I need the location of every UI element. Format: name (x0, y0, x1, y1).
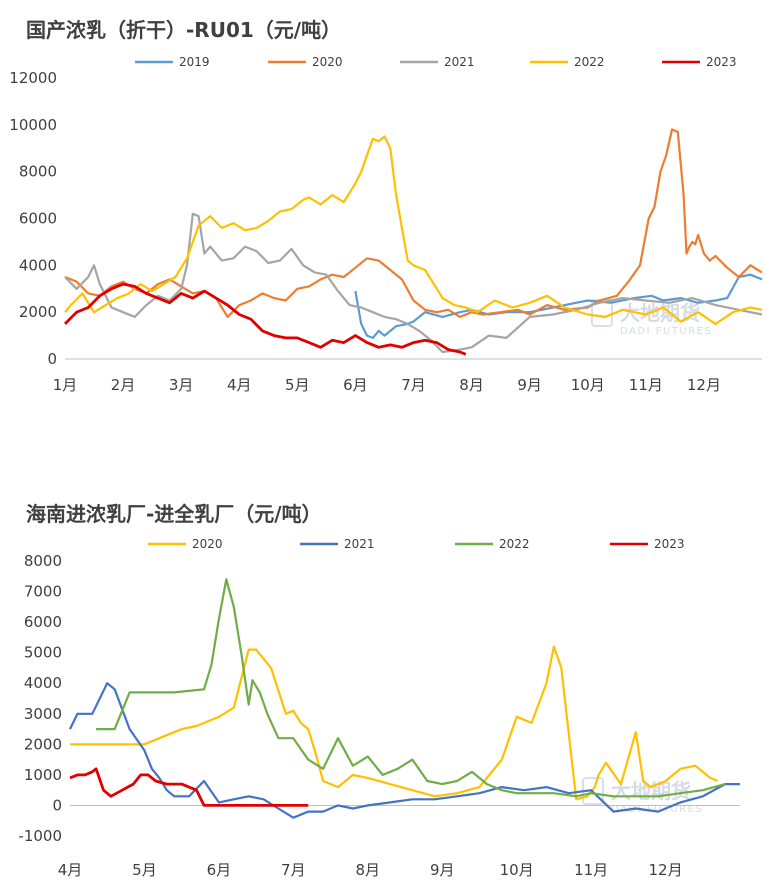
x-tick-label: 10月 (571, 376, 605, 394)
x-tick-label: 4月 (227, 376, 252, 394)
legend-label: 2022 (499, 537, 530, 551)
legend-item-2021: 2021 (300, 537, 375, 551)
series-line-2021 (64, 212, 763, 354)
legend-item-2019: 2019 (135, 55, 210, 69)
x-tick-label: 3月 (169, 376, 194, 394)
series-line-2022 (64, 135, 763, 325)
legend-label: 2020 (192, 537, 223, 551)
y-tick-label: 7000 (24, 583, 62, 601)
legend-item-2020: 2020 (148, 537, 223, 551)
y-tick-label: 4000 (19, 256, 57, 274)
series-line-2019 (354, 273, 763, 339)
legend-label: 2022 (574, 55, 605, 69)
y-tick-label: 0 (52, 796, 62, 814)
x-tick-label: 12月 (687, 376, 721, 394)
chart-title: 国产浓乳（折干）-RU01（元/吨） (26, 18, 342, 42)
x-tick-label: 7月 (401, 376, 426, 394)
legend-item-2023: 2023 (610, 537, 685, 551)
y-tick-label: 6000 (24, 613, 62, 631)
legend-label: 2023 (654, 537, 685, 551)
watermark-cn: 大地期货 (620, 301, 700, 325)
y-tick-label: 1000 (24, 766, 62, 784)
x-tick-label: 5月 (285, 376, 310, 394)
x-tick-label: 8月 (356, 861, 381, 879)
legend-item-2021: 2021 (400, 55, 475, 69)
x-tick-label: 9月 (517, 376, 542, 394)
y-tick-label: 4000 (24, 674, 62, 692)
y-tick-label: 10000 (9, 116, 57, 134)
y-tick-label: 6000 (19, 210, 57, 228)
legend-label: 2020 (312, 55, 343, 69)
series-line-2022 (96, 578, 726, 798)
x-tick-label: 10月 (500, 861, 534, 879)
y-tick-label: 12000 (9, 69, 57, 87)
y-tick-label: 2000 (24, 735, 62, 753)
y-tick-label: 0 (47, 350, 57, 368)
x-tick-label: 2月 (111, 376, 136, 394)
series-line-2023 (69, 767, 309, 807)
legend-item-2022: 2022 (455, 537, 530, 551)
x-tick-label: 6月 (343, 376, 368, 394)
watermark-cn: 大地期货 (611, 779, 691, 803)
x-tick-label: 7月 (281, 861, 306, 879)
x-tick-label: 4月 (58, 861, 83, 879)
legend-item-2020: 2020 (268, 55, 343, 69)
legend-label: 2019 (179, 55, 210, 69)
x-tick-label: 12月 (649, 861, 683, 879)
x-tick-label: 5月 (132, 861, 157, 879)
y-tick-label: -1000 (18, 827, 62, 845)
legend-label: 2021 (344, 537, 375, 551)
y-tick-label: 2000 (19, 303, 57, 321)
legend-item-2023: 2023 (662, 55, 737, 69)
x-tick-label: 9月 (430, 861, 455, 879)
series-line-2021 (69, 682, 740, 819)
watermark-en: DADI FUTURES (611, 804, 703, 815)
y-tick-label: 5000 (24, 644, 62, 662)
legend-label: 2021 (444, 55, 475, 69)
chart-panel-hainan-spread: 海南进浓乳厂-进全乳厂（元/吨） 大地期货 DADI FUTURES -1000 0 1… (0, 470, 767, 886)
watermark-en: DADI FUTURES (620, 326, 712, 337)
y-tick-label: 8000 (19, 163, 57, 181)
y-tick-label: 8000 (24, 552, 62, 570)
x-tick-label: 6月 (207, 861, 232, 879)
y-tick-label: 3000 (24, 705, 62, 723)
legend-item-2022: 2022 (530, 55, 605, 69)
series-line-2020 (70, 645, 719, 801)
x-tick-label: 8月 (459, 376, 484, 394)
x-tick-label: 11月 (574, 861, 608, 879)
chart-panel-ru01: 国产浓乳（折干）-RU01（元/吨） 大地期货 DADI FUTURES 0 2000… (0, 0, 767, 420)
series-line-2020 (64, 128, 763, 318)
chart-title: 海南进浓乳厂-进全乳厂（元/吨） (26, 502, 322, 526)
series-line-2023 (64, 282, 467, 356)
legend-label: 2023 (706, 55, 737, 69)
x-tick-label: 1月 (53, 376, 78, 394)
x-tick-label: 11月 (629, 376, 663, 394)
